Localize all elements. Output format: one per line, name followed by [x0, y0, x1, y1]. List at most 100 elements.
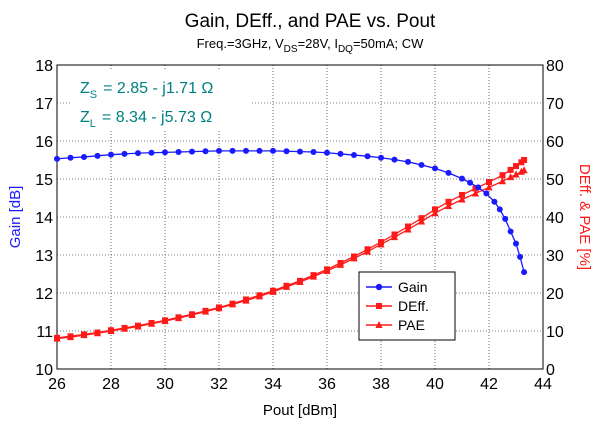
impedance-annotation: ZS = 2.85 - j1.71 Ω ZL = 8.34 - j5.73 Ω	[72, 70, 250, 130]
data-point-gain	[297, 148, 303, 155]
data-point-pae	[66, 333, 75, 341]
data-point-pae	[309, 272, 318, 280]
legend: Gain DEff. PAE	[358, 271, 456, 341]
x-tick-label: 36	[318, 376, 336, 393]
data-point-pae	[242, 296, 250, 304]
y-left-axis-label: Gain [dB]	[7, 186, 24, 249]
data-point-deff	[486, 179, 492, 186]
data-point-pae	[80, 331, 88, 339]
x-tick-label: 26	[48, 376, 66, 393]
data-point-gain	[502, 215, 509, 222]
y-right-tick-label: 80	[546, 58, 564, 75]
x-tick-label: 38	[372, 376, 390, 393]
data-point-pae	[107, 327, 115, 334]
chart-subtitle: Freq.=3GHz, VDS=28V, IDQ=50mA; CW	[197, 36, 425, 55]
data-point-deff	[499, 172, 506, 179]
data-point-pae	[377, 240, 385, 248]
data-point-pae	[350, 254, 358, 262]
data-point-pae	[520, 166, 528, 174]
data-point-gain	[135, 150, 141, 157]
data-point-gain	[243, 147, 249, 154]
data-point-gain	[94, 152, 101, 159]
data-point-pae	[404, 225, 412, 233]
data-point-pae	[269, 287, 277, 295]
data-point-pae	[147, 319, 156, 327]
data-point-gain	[513, 240, 519, 247]
data-point-gain	[148, 149, 155, 156]
x-tick-label: 30	[156, 376, 174, 393]
data-point-gain	[517, 253, 524, 260]
data-point-gain	[496, 206, 503, 213]
data-point-gain	[229, 147, 236, 154]
legend-label-deff: DEff.	[398, 298, 429, 314]
data-point-pae	[201, 307, 210, 315]
data-point-pae	[188, 311, 196, 319]
x-tick-label: 42	[480, 376, 498, 393]
y-left-tick-label: 10	[35, 362, 53, 379]
legend-item-pae: PAE	[366, 317, 425, 333]
data-point-pae	[417, 217, 426, 225]
data-point-gain	[216, 147, 222, 154]
data-point-pae	[485, 183, 493, 191]
plot-frame	[56, 64, 544, 370]
y-left-tick-label: 17	[35, 96, 53, 113]
data-point-pae	[53, 334, 61, 342]
data-point-pae	[120, 324, 129, 332]
data-point-pae	[458, 195, 466, 203]
x-tick-label: 32	[210, 376, 228, 393]
y-left-axis-ticks: 10 11 12 13 14 15 16 17 18	[35, 58, 53, 379]
data-point-gain	[364, 153, 371, 160]
y-right-tick-label: 10	[546, 324, 564, 341]
x-axis-ticks: 26 28 30 32 34 36 38 40 42 44	[48, 376, 552, 393]
data-point-gain	[405, 158, 411, 165]
data-point-gain	[324, 149, 330, 156]
x-axis-label: Pout [dBm]	[263, 402, 337, 419]
data-point-pae	[93, 329, 102, 337]
data-point-gain	[202, 148, 209, 155]
y-right-tick-label: 40	[546, 210, 564, 227]
data-point-pae	[323, 266, 331, 274]
y-right-axis-ticks: 0 10 20 30 40 50 60 70 80	[546, 58, 564, 379]
data-point-gain	[270, 147, 276, 154]
y-left-tick-label: 14	[35, 210, 53, 227]
data-point-gain	[189, 148, 195, 155]
zl-annotation: ZL = 8.34 - j5.73 Ω	[80, 109, 212, 130]
y-left-tick-label: 18	[35, 58, 53, 75]
series-layer	[53, 147, 528, 342]
data-point-gain	[475, 184, 482, 191]
zs-annotation: ZS = 2.85 - j1.71 Ω	[80, 80, 213, 101]
data-point-deff	[521, 157, 528, 163]
data-point-pae	[296, 277, 304, 285]
data-point-pae	[363, 247, 372, 255]
legend-label-gain: Gain	[398, 279, 428, 295]
data-point-pae	[228, 300, 237, 308]
data-point-gain	[256, 147, 263, 154]
data-point-gain	[121, 150, 128, 157]
legend-item-gain: Gain	[366, 279, 428, 295]
data-point-pae	[174, 314, 183, 322]
data-point-gain	[491, 198, 498, 205]
y-left-tick-label: 11	[36, 324, 53, 341]
data-point-deff	[459, 191, 465, 198]
y-left-tick-label: 15	[35, 172, 53, 189]
series-deff	[54, 157, 528, 341]
data-point-gain	[283, 148, 290, 155]
data-point-pae	[134, 322, 142, 330]
data-point-gain	[54, 155, 60, 162]
data-point-pae	[512, 170, 520, 178]
data-point-gain	[467, 179, 474, 186]
data-point-gain	[81, 153, 87, 160]
data-point-gain	[483, 190, 490, 197]
data-point-gain	[521, 269, 528, 276]
y-left-tick-label: 12	[35, 286, 53, 303]
chart-title: Gain, DEff., and PAE vs. Pout	[185, 11, 436, 32]
data-point-gain	[351, 152, 357, 159]
data-point-pae	[336, 260, 345, 268]
data-point-gain	[162, 149, 168, 156]
data-point-deff	[513, 163, 519, 170]
x-tick-label: 44	[534, 376, 552, 393]
data-point-gain	[459, 175, 465, 182]
data-point-pae	[255, 292, 264, 300]
data-point-pae	[390, 233, 399, 241]
